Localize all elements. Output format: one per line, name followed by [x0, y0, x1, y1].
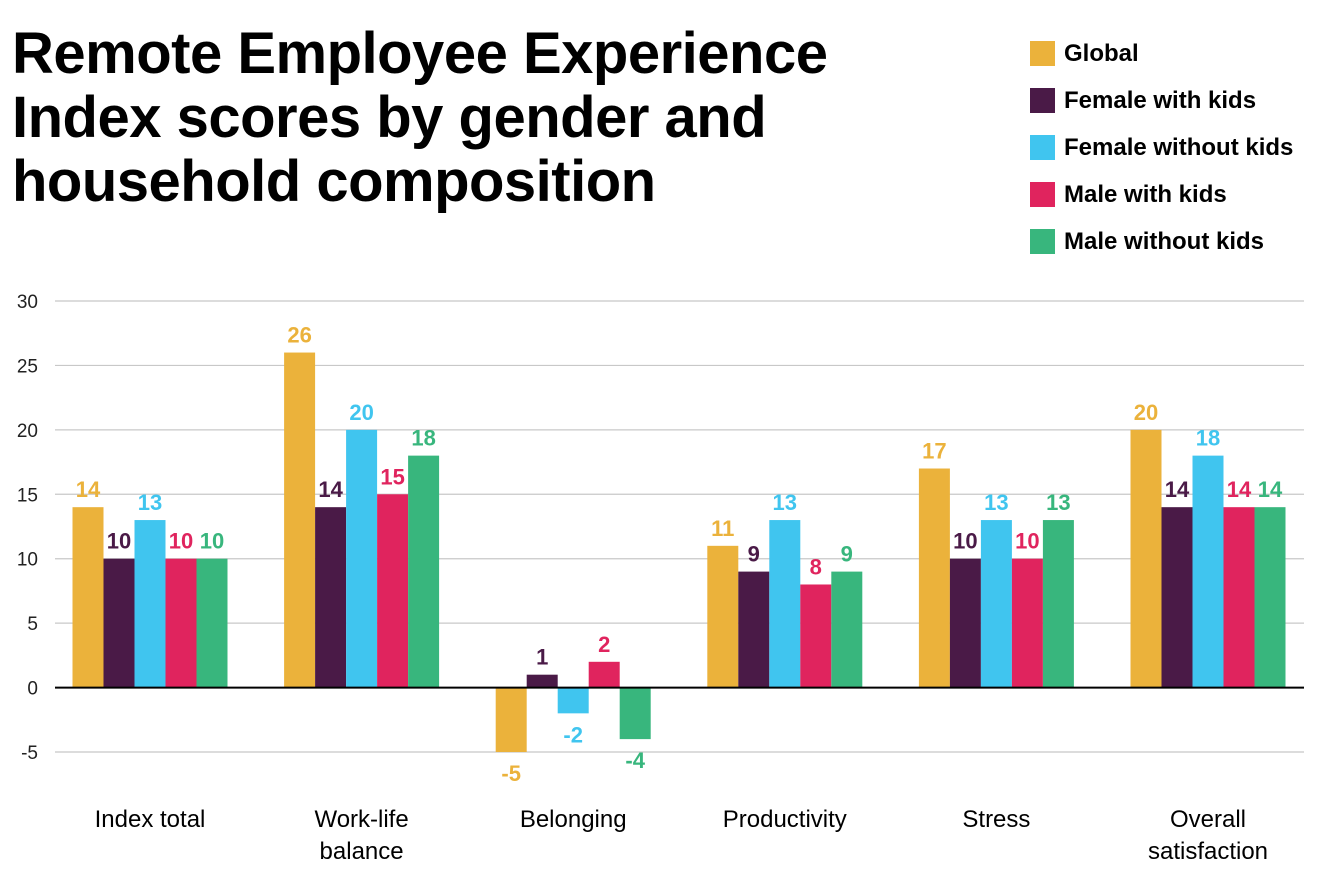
x-tick-label: Belonging — [520, 806, 627, 833]
data-label: 10 — [953, 529, 977, 554]
x-tick-label: Productivity — [723, 806, 847, 833]
data-label: 9 — [841, 542, 853, 567]
data-label: 13 — [138, 490, 162, 515]
data-label: 18 — [411, 426, 435, 451]
data-label: 17 — [922, 439, 946, 464]
legend-label: Male without kids — [1064, 227, 1265, 255]
data-label: 2 — [598, 632, 610, 657]
data-label: 9 — [748, 542, 760, 567]
y-tick-label: 20 — [17, 421, 38, 442]
y-tick-label: 30 — [17, 292, 38, 313]
y-tick-label: 10 — [17, 550, 38, 571]
bar — [1254, 507, 1286, 688]
x-tick-label: Stress — [962, 806, 1030, 833]
data-label: 10 — [200, 529, 224, 554]
x-tick-label: Work-life — [314, 806, 408, 833]
bar — [949, 558, 981, 688]
data-label: 11 — [711, 516, 734, 541]
y-tick-label: 15 — [17, 485, 38, 506]
x-tick-label: Overall — [1170, 806, 1246, 833]
y-tick-label: 5 — [27, 614, 38, 635]
bar — [408, 455, 440, 688]
legend-label: Female with kids — [1064, 86, 1257, 114]
legend-label: Global — [1064, 39, 1139, 67]
data-label: 10 — [107, 529, 131, 554]
bar — [738, 571, 770, 688]
bar — [831, 571, 863, 688]
legend-label: Male with kids — [1064, 180, 1227, 208]
x-tick-label: satisfaction — [1148, 838, 1268, 865]
chart-title: Remote Employee Experience Index scores … — [12, 21, 828, 214]
data-label: 15 — [380, 464, 404, 489]
data-label: 14 — [76, 477, 101, 502]
data-label: -4 — [625, 748, 645, 773]
data-label: 14 — [1165, 477, 1190, 502]
data-label: 10 — [169, 529, 193, 554]
bar — [1130, 429, 1162, 688]
bar — [1042, 520, 1074, 688]
data-label: -5 — [501, 761, 521, 786]
data-label: 14 — [1258, 477, 1283, 502]
bar — [1161, 507, 1193, 688]
data-label: -2 — [563, 722, 583, 747]
data-label: 13 — [1046, 490, 1070, 515]
data-label: 14 — [318, 477, 343, 502]
bar — [284, 352, 316, 688]
legend-label: Female without kids — [1064, 133, 1294, 161]
y-tick-label: 0 — [27, 679, 38, 700]
bar — [980, 520, 1012, 688]
bar — [165, 558, 197, 688]
bar — [557, 687, 589, 714]
data-label: 8 — [810, 554, 822, 579]
legend-swatch — [1030, 41, 1055, 66]
data-label: 13 — [773, 490, 797, 515]
legend-item: Male without kids — [1030, 218, 1293, 265]
bar — [134, 520, 166, 688]
y-tick-label: 25 — [17, 356, 38, 377]
bar — [495, 687, 527, 752]
legend-item: Female with kids — [1030, 77, 1293, 124]
data-label: 10 — [1015, 529, 1039, 554]
bar — [72, 507, 104, 688]
bar — [769, 520, 801, 688]
data-label: 18 — [1196, 426, 1220, 451]
legend: Global Female with kids Female without kid… — [1030, 30, 1293, 265]
data-label: 14 — [1227, 477, 1252, 502]
data-label: 13 — [984, 490, 1008, 515]
data-label: 20 — [349, 400, 373, 425]
legend-swatch — [1030, 229, 1055, 254]
bar — [377, 494, 409, 688]
legend-item: Male with kids — [1030, 171, 1293, 218]
x-tick-label: balance — [320, 838, 404, 865]
bar — [196, 558, 228, 688]
bar — [707, 545, 739, 688]
legend-item: Global — [1030, 30, 1293, 77]
data-label: 26 — [287, 323, 311, 348]
legend-swatch — [1030, 88, 1055, 113]
bar — [1223, 507, 1255, 688]
bar — [526, 674, 558, 688]
bar — [918, 468, 950, 688]
bar — [619, 687, 651, 740]
y-tick-label: -5 — [21, 743, 38, 764]
bar — [103, 558, 135, 688]
bar — [315, 507, 347, 688]
bar — [346, 429, 378, 688]
bar — [1192, 455, 1224, 688]
x-tick-label: Index total — [95, 806, 206, 833]
bar — [588, 661, 620, 688]
bar — [1011, 558, 1043, 688]
data-label: 20 — [1134, 400, 1158, 425]
legend-item: Female without kids — [1030, 124, 1293, 171]
legend-swatch — [1030, 182, 1055, 207]
legend-swatch — [1030, 135, 1055, 160]
bar — [800, 584, 832, 688]
data-label: 1 — [536, 645, 548, 670]
